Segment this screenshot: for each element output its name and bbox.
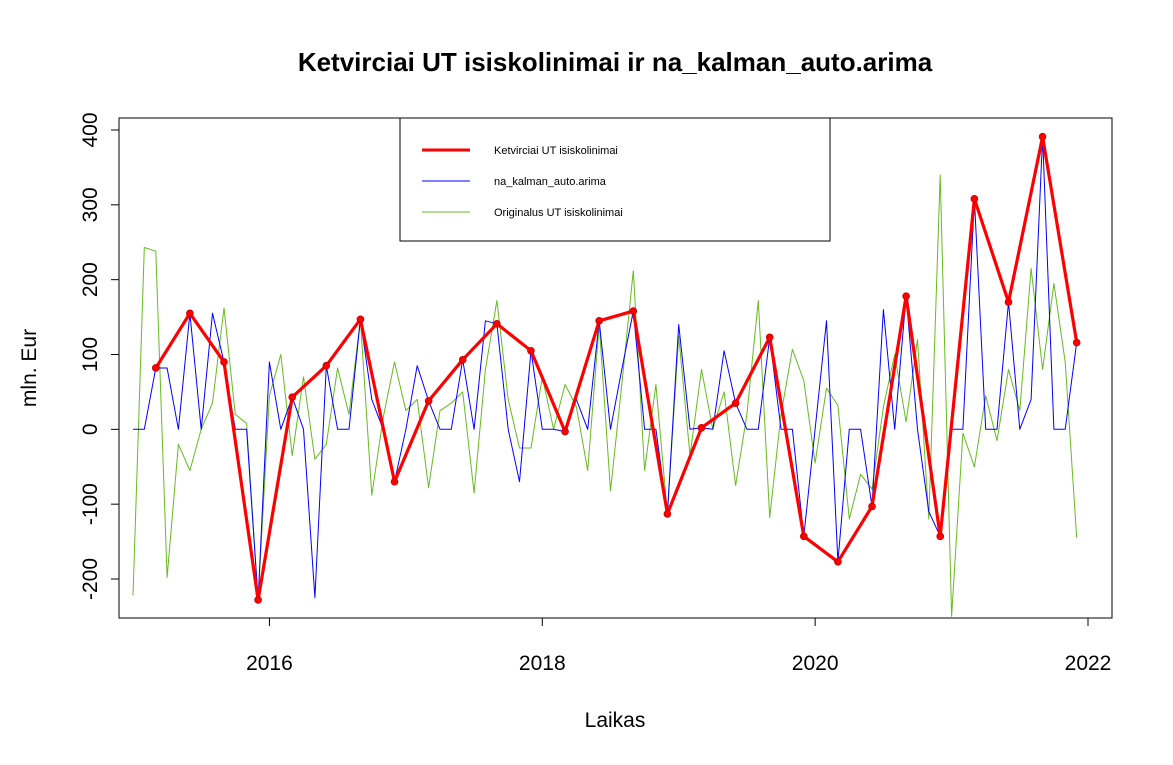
observed-point [697, 424, 706, 432]
y-tick-label: -100 [79, 483, 102, 525]
x-tick-label: 2020 [792, 652, 839, 675]
y-axis: -200 -100 0 100 200 300 400 [79, 112, 120, 600]
observed-point [356, 315, 365, 324]
observed-point [629, 307, 638, 315]
y-axis-label: mln. Eur [18, 329, 41, 407]
observed-point [936, 532, 945, 541]
observed-point [527, 346, 535, 355]
observed-point [765, 333, 774, 342]
observed-point [458, 355, 467, 364]
observed-point [1004, 298, 1013, 306]
y-tick-label: 100 [79, 337, 102, 372]
y-tick-label: 300 [79, 187, 102, 222]
observed-point [970, 195, 979, 203]
y-tick-label: -200 [79, 558, 102, 600]
series-original-line [132, 174, 1078, 617]
legend-box [399, 117, 831, 242]
x-tick-label: 2016 [246, 652, 293, 675]
observed-point [186, 309, 194, 318]
observed-point [220, 358, 228, 366]
observed-point [254, 596, 262, 604]
series-layer [132, 132, 1081, 617]
observed-point [731, 399, 740, 407]
legend: Ketvirciai UT isiskolinimai na_kalman_au… [399, 117, 831, 242]
observed-point [390, 477, 399, 486]
legend-label-original: Originalus UT isiskolinimai [494, 207, 623, 219]
observed-point [595, 317, 603, 325]
y-tick-label: 200 [79, 262, 102, 297]
observed-point [834, 557, 842, 566]
y-tick-label: 0 [79, 423, 102, 435]
legend-label-observed: Ketvirciai UT isiskolinimai [494, 145, 618, 157]
chart-title: Ketvirciai UT isiskolinimai ir na_kalman… [298, 47, 933, 77]
observed-point [493, 320, 501, 328]
observed-point [322, 361, 331, 370]
x-tick-label: 2022 [1065, 652, 1112, 675]
x-tick-label: 2018 [519, 652, 566, 675]
observed-point [902, 292, 910, 300]
observed-point [1038, 132, 1047, 141]
observed-point [868, 502, 876, 511]
observed-point [663, 510, 672, 518]
observed-point [561, 427, 569, 436]
x-axis: 2016 2018 2020 2022 [246, 617, 1112, 675]
legend-label-kalman: na_kalman_auto.arima [494, 176, 607, 188]
observed-point [424, 397, 433, 405]
observed-point [1072, 338, 1081, 347]
observed-point [288, 393, 297, 401]
series-observed-line [154, 135, 1079, 602]
observed-point [800, 532, 808, 541]
x-axis-label: Laikas [585, 709, 646, 732]
observed-point [151, 364, 160, 372]
y-tick-label: 400 [79, 112, 102, 147]
